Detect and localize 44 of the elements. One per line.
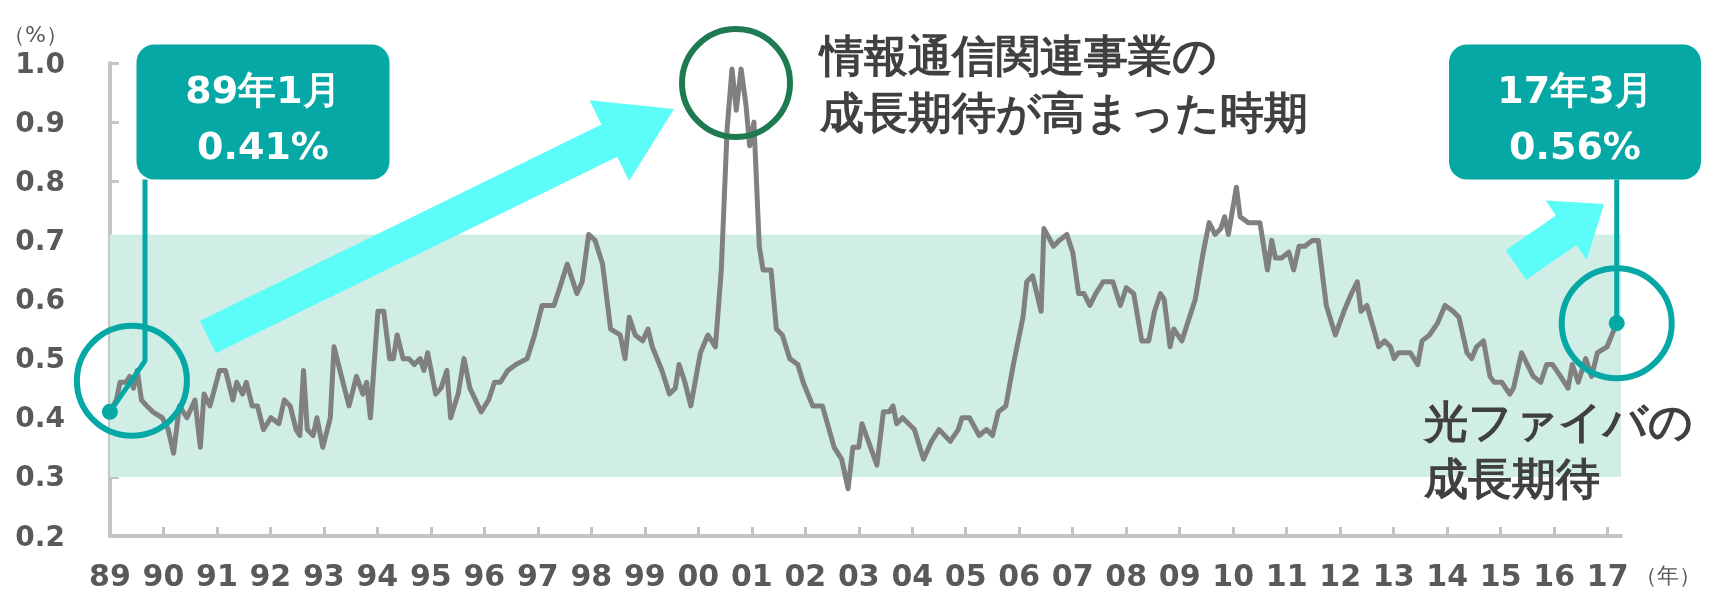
x-tick-label: 10 [1212, 557, 1255, 593]
x-tick-label: 93 [302, 557, 345, 593]
x-tick-label: 95 [409, 557, 452, 593]
y-tick-label: 0.6 [15, 283, 65, 316]
x-tick-label: 98 [570, 557, 613, 593]
y-tick-label: 0.8 [15, 164, 65, 198]
x-tick-label: 17 [1586, 557, 1629, 593]
x-tick-label: 92 [249, 557, 292, 593]
x-tick-label: 90 [142, 557, 185, 593]
x-tick-label: 15 [1479, 557, 1522, 593]
x-tick-label: 89 [89, 557, 131, 593]
y-tick-label: 0.9 [15, 105, 65, 139]
x-axis-title: （年） [1635, 562, 1701, 588]
x-tick-label: 91 [196, 557, 238, 593]
y-tick-label: 0.2 [15, 519, 65, 553]
x-tick-label: 04 [891, 557, 934, 593]
y-tick-label: 1.0 [15, 46, 65, 80]
x-tick-label: 99 [623, 557, 666, 593]
x-tick-label: 09 [1158, 557, 1201, 593]
annotation: 89年1月 0.41% [185, 67, 341, 168]
x-tick-label: 08 [1105, 557, 1148, 593]
x-tick-label: 07 [1051, 557, 1094, 593]
annotation: 光ファイバの成長期待 [1422, 395, 1693, 504]
x-tick-label: 00 [677, 557, 720, 593]
x-tick-label: 14 [1426, 557, 1469, 593]
x-tick-label: 12 [1319, 557, 1362, 593]
x-tick-label: 13 [1372, 557, 1415, 593]
y-tick-label: 0.7 [15, 223, 65, 257]
x-tick-label: 94 [356, 557, 399, 593]
x-tick-label: 06 [998, 557, 1041, 593]
x-tick-label: 97 [516, 557, 559, 593]
x-tick-label: 01 [730, 557, 773, 593]
y-tick-label: 0.4 [15, 401, 65, 435]
x-tick-label: 16 [1533, 557, 1576, 593]
annotation: 17年3月 0.56% [1497, 67, 1653, 168]
x-tick-label: 05 [944, 557, 987, 593]
y-tick-label: 0.5 [15, 342, 65, 376]
annotation: 情報通信関連事業の成長期待が高まった時期 [818, 29, 1308, 138]
y-axis-title: （%） [3, 21, 68, 47]
x-tick-label: 11 [1265, 557, 1308, 593]
x-tick-label: 03 [837, 557, 880, 593]
x-tick-label: 96 [463, 557, 506, 593]
x-tick-label: 02 [784, 557, 827, 593]
y-tick-label: 0.3 [15, 460, 65, 494]
